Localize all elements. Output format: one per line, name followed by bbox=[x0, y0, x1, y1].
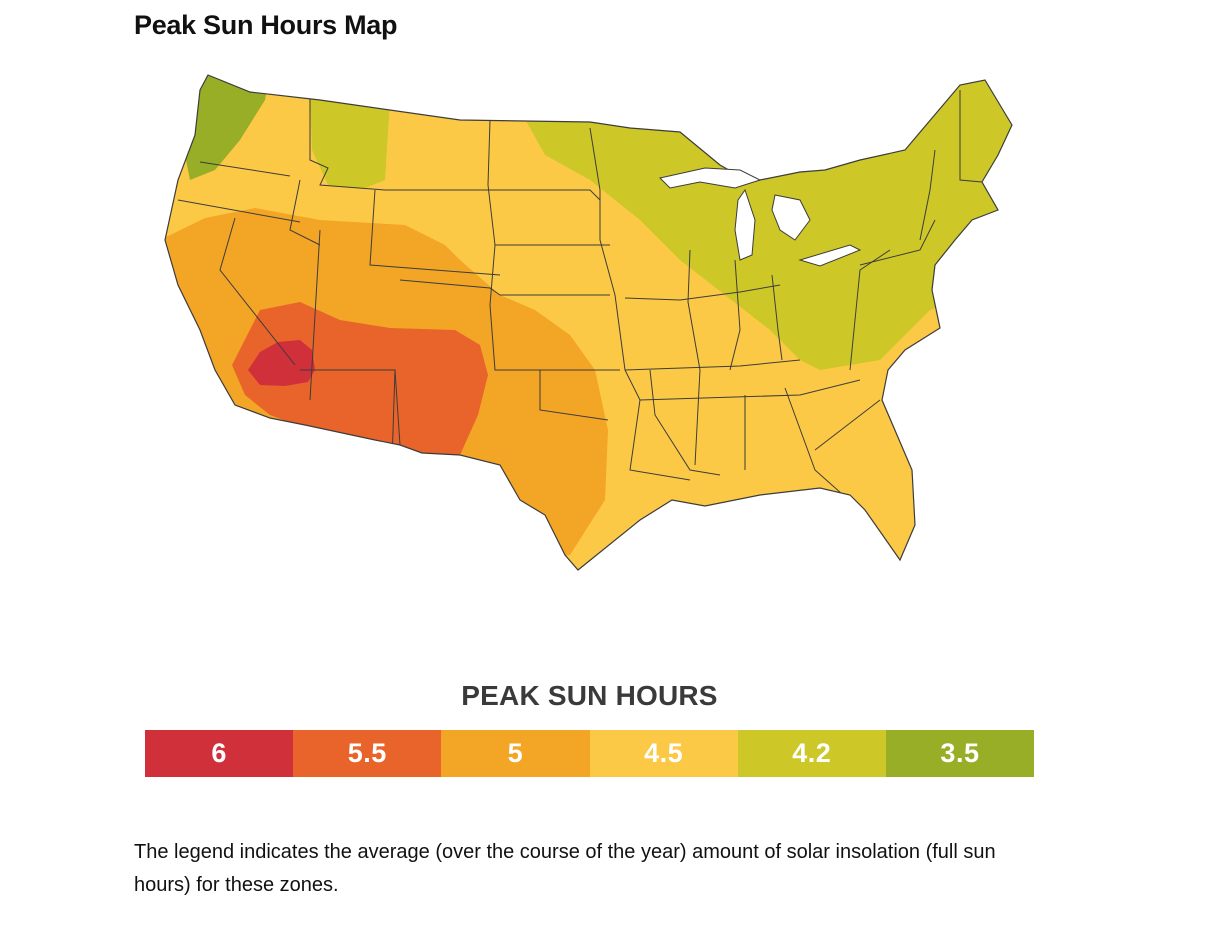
great-lakes bbox=[659, 167, 862, 267]
us-outline bbox=[164, 74, 1013, 571]
lake-erie bbox=[798, 244, 862, 267]
legend-swatch-5-5: 5.5 bbox=[293, 730, 442, 777]
zone-3-5-area bbox=[180, 75, 270, 180]
legend-caption: The legend indicates the average (over t… bbox=[134, 841, 996, 896]
legend-swatch-6: 6 bbox=[145, 730, 294, 777]
legend-swatch-4-2: 4.2 bbox=[737, 730, 886, 777]
legend-label: 3.5 bbox=[940, 738, 980, 768]
zone-6-area bbox=[248, 340, 315, 386]
lake-superior bbox=[659, 167, 762, 189]
state-borders bbox=[177, 90, 983, 511]
legend-label: 5.5 bbox=[347, 738, 387, 768]
legend-swatch-4-5: 4.5 bbox=[589, 730, 738, 777]
legend-label: 6 bbox=[211, 738, 227, 768]
legend-title: PEAK SUN HOURS bbox=[461, 680, 718, 711]
lake-huron bbox=[771, 194, 811, 241]
legend-bar: 6 5.5 5 4.5 4.2 3.5 bbox=[145, 730, 1035, 777]
zone-4-2-area bbox=[310, 95, 390, 188]
lake-michigan bbox=[734, 188, 756, 261]
page-title: Peak Sun Hours Map bbox=[134, 10, 398, 40]
legend-label: 4.2 bbox=[792, 738, 832, 768]
legend-label: 5 bbox=[507, 738, 524, 768]
legend-swatch-3-5: 3.5 bbox=[885, 730, 1035, 777]
legend-label: 4.5 bbox=[644, 738, 684, 768]
us-map bbox=[160, 70, 1020, 590]
legend-swatch-5: 5 bbox=[441, 730, 590, 777]
